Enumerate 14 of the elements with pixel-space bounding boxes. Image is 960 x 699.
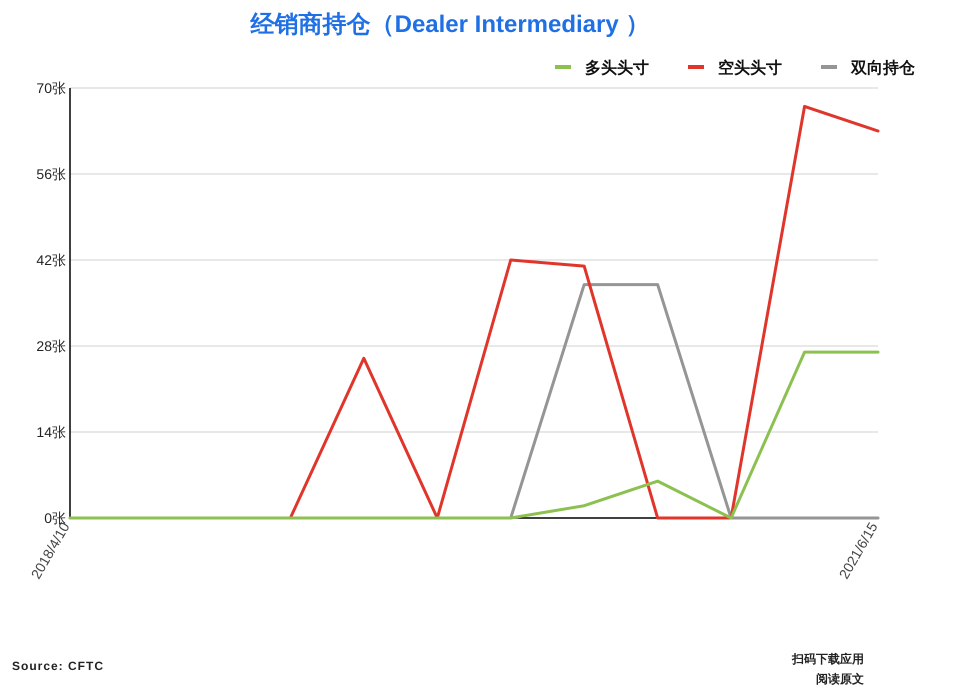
chart-title: 经销商持仓（Dealer Intermediary ） [250,11,650,38]
legend-label: 多头头寸 [585,59,649,77]
legend-label: 双向持仓 [850,59,916,77]
y-tick-label: 42张 [36,252,66,268]
legend-label: 空头头寸 [718,59,782,77]
text: 阅读原文 [816,672,864,686]
y-tick-label: 56张 [36,166,66,182]
source-note: Source: CFTC [12,659,104,673]
y-tick-label: 70张 [36,80,66,96]
y-tick-label: 28张 [36,338,66,354]
y-tick-label: 14张 [36,424,66,440]
line-series [288,104,880,520]
text: 扫码下载应用 [791,652,864,666]
y-tick-label: 0张 [44,510,66,526]
